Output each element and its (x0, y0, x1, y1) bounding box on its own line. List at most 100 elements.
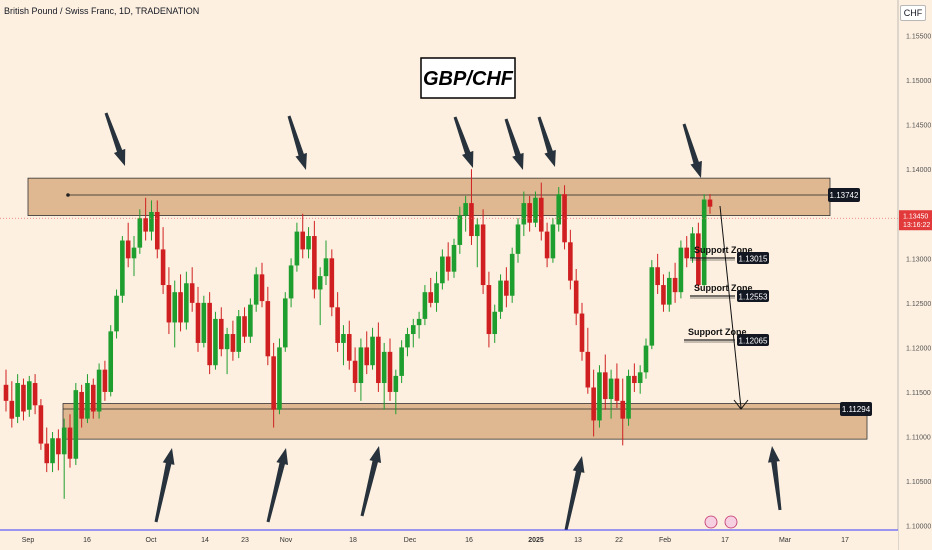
resistance-line-dot (66, 193, 70, 197)
candle-body (678, 247, 684, 293)
arrow-annotation (104, 112, 126, 166)
candle-body (277, 347, 282, 410)
price-tag-box (828, 188, 860, 202)
support-level-value: 1.12065 (739, 337, 768, 346)
projection-arrowhead (733, 399, 749, 410)
arrow-shape (154, 448, 175, 523)
candle-body (50, 438, 55, 464)
candle-body (585, 351, 591, 388)
x-tick-label: 16 (465, 537, 473, 544)
x-tick-label: 14 (201, 537, 209, 544)
candle-body (253, 274, 259, 305)
candle-body (608, 378, 614, 400)
arrow-shape (768, 446, 782, 511)
event-badge-icon (704, 515, 718, 529)
candle-body (538, 197, 544, 232)
candle-body (614, 378, 620, 401)
candle-body (498, 280, 503, 312)
candle-body (451, 244, 457, 272)
candle-body (44, 443, 50, 464)
candle-body (137, 218, 143, 248)
y-tick-label: 1.13000 (906, 256, 931, 263)
title-box (420, 57, 516, 99)
candle-body (160, 249, 166, 286)
candle-body (335, 307, 340, 343)
candle-body (213, 318, 218, 366)
candle-body (346, 334, 352, 361)
x-tick-label: 18 (349, 537, 357, 544)
candle-body (102, 369, 108, 392)
candle-body (701, 199, 707, 286)
event-badge-icon (724, 515, 738, 529)
arrow-shape (360, 446, 382, 517)
candle-body (32, 383, 38, 406)
candle-body (486, 285, 492, 335)
candle-body (195, 302, 201, 343)
candle-body (154, 212, 160, 250)
candle-body (387, 351, 393, 392)
candle-body (108, 331, 114, 392)
candle-body (474, 224, 480, 237)
candle-body (480, 224, 486, 286)
x-tick-label: 13 (574, 537, 582, 544)
candle-body (38, 405, 44, 444)
price-tag-box (840, 402, 872, 416)
candle-body (690, 233, 695, 259)
candle-body (416, 318, 422, 326)
candle-body (90, 384, 96, 412)
candle-body (184, 283, 189, 323)
x-tick-label: Dec (404, 537, 417, 544)
y-tick-label: 1.10000 (906, 524, 931, 531)
y-tick-label: 1.15000 (906, 78, 931, 85)
candle-body (405, 334, 410, 348)
candle-body (323, 258, 329, 277)
y-tick-label: 1.14500 (906, 123, 931, 130)
candle-body (602, 372, 608, 400)
price-scale-bg (898, 0, 932, 550)
candle-body (492, 311, 498, 335)
x-tick-label: 16 (83, 537, 91, 544)
candle-body (515, 224, 521, 254)
candle-body (550, 224, 556, 259)
candle-body (189, 283, 195, 303)
candle-body (707, 199, 713, 207)
candle-body (341, 334, 346, 343)
arrow-annotation (287, 115, 307, 170)
support-level-value: 1.12553 (739, 293, 768, 302)
candle-body (242, 316, 247, 337)
candle-body (143, 218, 148, 232)
currency-button[interactable]: CHF (900, 5, 926, 21)
candle-body (364, 347, 370, 366)
y-tick-label: 1.15500 (906, 34, 931, 41)
candle-body (626, 375, 631, 419)
candle-body (661, 285, 666, 305)
candle-body (125, 240, 131, 259)
support-zone-label: Support Zone (694, 283, 753, 293)
candle-body (312, 236, 317, 290)
candle-body (114, 295, 119, 332)
candle-body (672, 277, 678, 293)
candle-body (504, 280, 509, 296)
arrow-annotation (537, 116, 556, 167)
candle-body (637, 372, 643, 384)
candle-body (172, 292, 178, 323)
candle-body (306, 236, 311, 250)
price-tag-box (737, 334, 769, 346)
support-zone-label: Support Zone (688, 327, 747, 337)
candle-body (544, 231, 550, 259)
candle-body (56, 438, 61, 455)
candle-body (393, 375, 399, 392)
candle-body (632, 375, 637, 384)
candle-body (527, 203, 532, 223)
candle-body (248, 304, 253, 337)
resistance-zone (27, 177, 831, 216)
arrow-shape (453, 116, 474, 168)
candle-body (649, 267, 655, 346)
arrow-annotation (504, 118, 524, 170)
candle-body (358, 347, 364, 384)
arrow-shape (504, 118, 524, 170)
candle-body (620, 400, 626, 419)
candle-body (21, 384, 26, 412)
arrow-annotation (682, 123, 702, 178)
